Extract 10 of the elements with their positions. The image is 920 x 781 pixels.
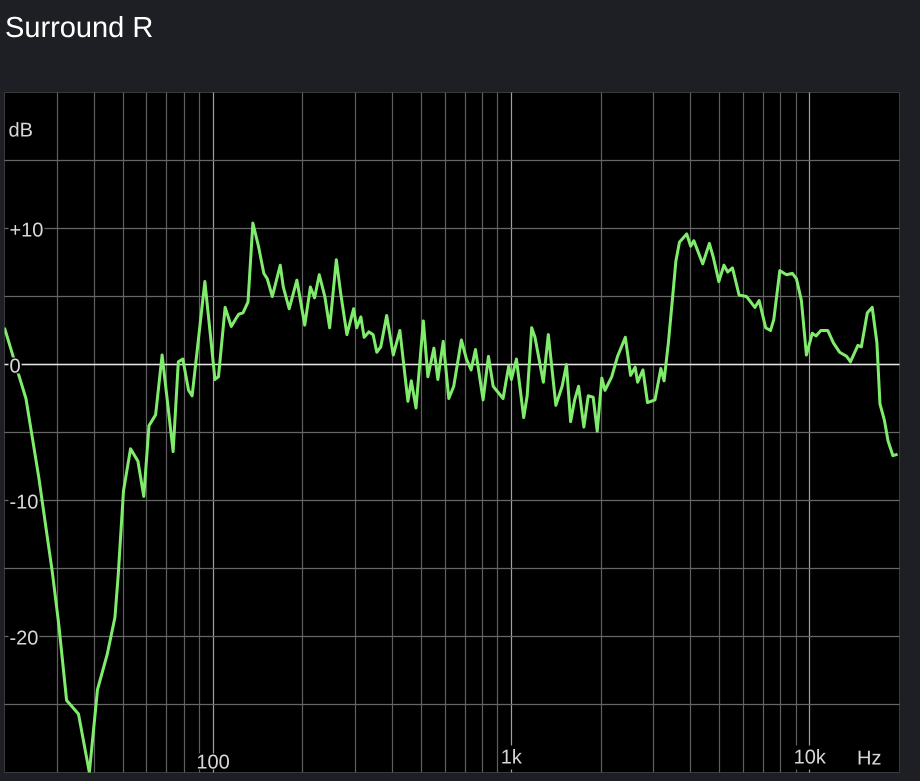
x-axis-title: Hz xyxy=(857,748,882,770)
chart-title: Surround R xyxy=(5,11,154,46)
x-tick-label: 10k xyxy=(794,746,827,768)
y-axis-title: dB xyxy=(8,120,33,142)
x-tick-label: 100 xyxy=(196,752,230,774)
y-tick-label: -10 xyxy=(10,492,38,514)
y-tick-label: -20 xyxy=(10,628,38,650)
x-tick-label: 1k xyxy=(500,746,523,768)
y-tick-label: +10 xyxy=(10,220,44,242)
y-tick-label: 0 xyxy=(10,356,21,378)
